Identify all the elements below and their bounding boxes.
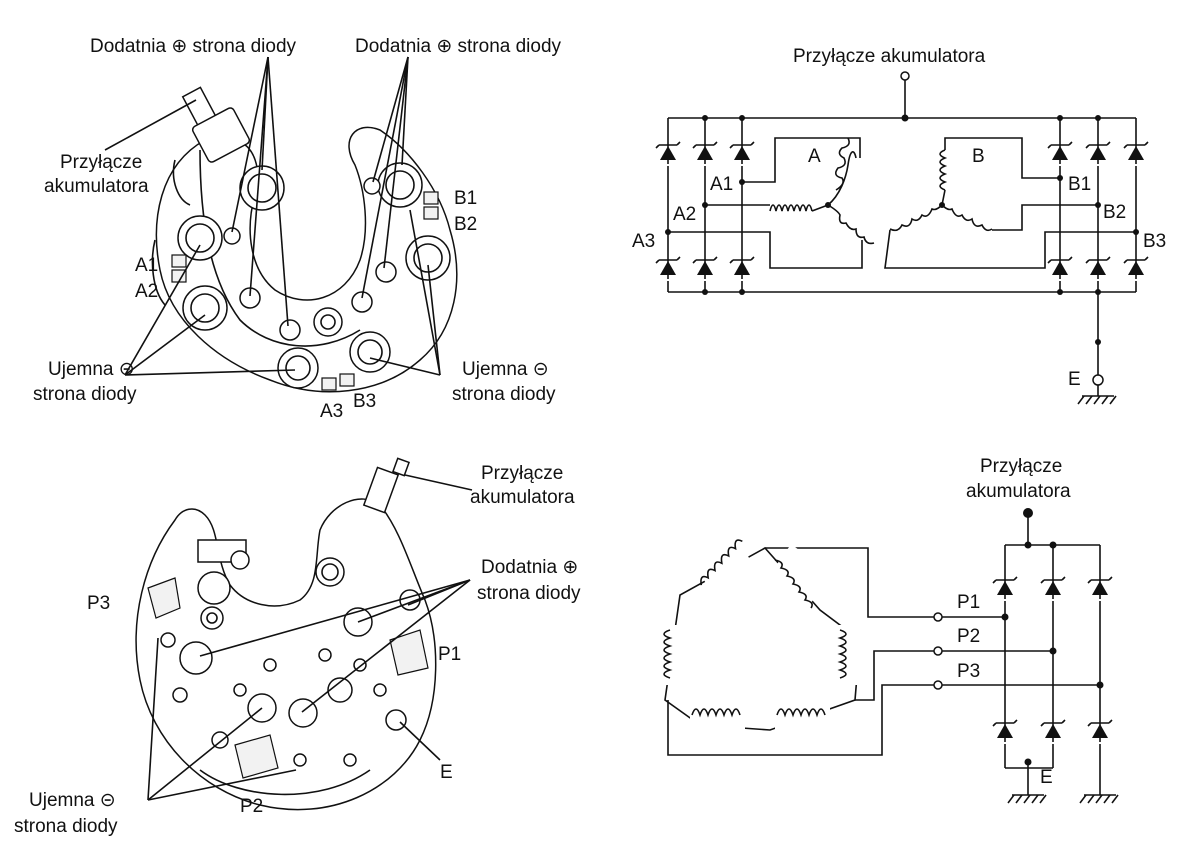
label-B3: B3 [1143, 231, 1166, 252]
label-positive-side-bl2: strona diody [477, 583, 581, 604]
label-negative-side-l2: strona diody [33, 384, 137, 405]
label-P3: P3 [957, 661, 980, 682]
label-battery-terminal-l1: Przyłącze [60, 152, 142, 173]
label-battery-terminal-br2: akumulatora [966, 481, 1071, 502]
bottom-left-rectifier-drawing [135, 457, 437, 811]
label-negative-side-bl1: Ujemna ⊝ [29, 790, 116, 811]
diode-negative [277, 347, 319, 389]
label-B3-top-left: B3 [353, 391, 376, 412]
label-battery-terminal-bl2: akumulatora [470, 487, 575, 508]
label-A3-top-left: A3 [320, 401, 343, 422]
label-P2: P2 [957, 626, 980, 647]
bottom-right-schematic: Przyłącze akumulatora [655, 456, 1119, 804]
top-left-rectifier-drawing [151, 86, 458, 393]
label-P1: P1 [957, 592, 980, 613]
diode-negative [177, 215, 223, 261]
label-E-top: E [1068, 369, 1081, 390]
top-right-schematic: Przyłącze akumulatora [632, 46, 1166, 405]
label-B1: B1 [1068, 174, 1091, 195]
label-negative-side-bl2: strona diody [14, 816, 118, 837]
label-positive-side-2: Dodatnia ⊕ strona diody [355, 36, 562, 57]
label-B1-top-left: B1 [454, 188, 477, 209]
label-P2-bottom-left: P2 [240, 796, 263, 817]
leader-lines-top-left [104, 56, 441, 376]
diode-negative [182, 285, 228, 331]
label-P3-bottom-left: P3 [87, 593, 110, 614]
label-battery-terminal-l2: akumulatora [44, 176, 149, 197]
label-B2: B2 [1103, 202, 1126, 223]
label-P1-bottom-left: P1 [438, 644, 461, 665]
label-B2-top-left: B2 [454, 214, 477, 235]
label-negative-side-l1: Ujemna ⊝ [48, 359, 135, 380]
label-E-bottom-left: E [440, 762, 453, 783]
label-positive-side-1: Dodatnia ⊕ strona diody [90, 36, 297, 57]
label-winding-A: A [808, 146, 821, 167]
battery-terminal-stud-bottom [362, 466, 400, 514]
diode-negative [349, 331, 391, 373]
label-positive-side-bl1: Dodatnia ⊕ [481, 557, 578, 578]
label-A1: A1 [710, 174, 733, 195]
label-A2-top-left: A2 [135, 281, 158, 302]
label-battery-terminal-bl1: Przyłącze [481, 463, 563, 484]
diode-negative [405, 235, 451, 281]
label-negative-side-r1: Ujemna ⊝ [462, 359, 549, 380]
connector-P2 [234, 734, 279, 779]
label-battery-terminal-br1: Przyłącze [980, 456, 1062, 477]
label-negative-side-r2: strona diody [452, 384, 556, 405]
label-E-bottom: E [1040, 767, 1053, 788]
connector-P3 [147, 577, 181, 619]
connector-P1 [389, 629, 429, 676]
leader-lines-bottom-left [147, 474, 473, 801]
label-A1-top-left: A1 [135, 255, 158, 276]
label-battery-terminal-schematic: Przyłącze akumulatora [793, 46, 986, 67]
diode-positive [377, 162, 423, 208]
label-A2: A2 [673, 204, 696, 225]
label-A3: A3 [632, 231, 655, 252]
label-winding-B: B [972, 146, 985, 167]
